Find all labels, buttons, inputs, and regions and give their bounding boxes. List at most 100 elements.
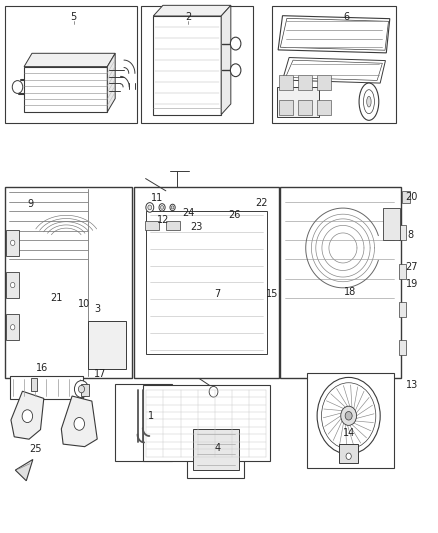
Bar bbox=[298, 75, 312, 90]
Circle shape bbox=[209, 386, 218, 397]
Text: 10: 10 bbox=[78, 299, 90, 309]
Circle shape bbox=[230, 37, 241, 50]
Circle shape bbox=[345, 411, 352, 420]
Polygon shape bbox=[153, 5, 231, 16]
Text: 24: 24 bbox=[182, 208, 194, 218]
Polygon shape bbox=[283, 58, 385, 83]
Circle shape bbox=[146, 203, 154, 212]
Text: 23: 23 bbox=[190, 222, 202, 231]
Polygon shape bbox=[61, 396, 97, 447]
Ellipse shape bbox=[367, 96, 371, 107]
Bar bbox=[383, 208, 400, 240]
Text: 9: 9 bbox=[28, 199, 34, 208]
Text: 20: 20 bbox=[406, 192, 418, 202]
Text: 26: 26 bbox=[229, 211, 241, 220]
Bar bbox=[24, 67, 107, 112]
Text: 3: 3 bbox=[94, 304, 100, 314]
Circle shape bbox=[346, 453, 351, 459]
Bar bbox=[399, 264, 406, 279]
Bar bbox=[399, 341, 406, 356]
Polygon shape bbox=[81, 384, 89, 396]
Bar bbox=[298, 100, 312, 115]
Circle shape bbox=[160, 206, 163, 209]
Text: 12: 12 bbox=[157, 215, 169, 224]
Circle shape bbox=[78, 385, 85, 393]
Circle shape bbox=[171, 206, 174, 209]
Polygon shape bbox=[11, 391, 44, 439]
Polygon shape bbox=[286, 60, 382, 80]
Circle shape bbox=[170, 204, 175, 211]
Circle shape bbox=[321, 383, 376, 449]
Polygon shape bbox=[24, 53, 115, 67]
Bar bbox=[166, 221, 180, 230]
Text: 7: 7 bbox=[214, 289, 220, 299]
Text: 19: 19 bbox=[406, 279, 418, 288]
Bar bbox=[88, 321, 126, 369]
Bar bbox=[145, 221, 159, 230]
Text: 22: 22 bbox=[256, 198, 268, 207]
Text: 6: 6 bbox=[343, 12, 349, 22]
Bar bbox=[153, 16, 221, 115]
Bar bbox=[6, 272, 19, 298]
Circle shape bbox=[11, 325, 15, 330]
Polygon shape bbox=[15, 459, 33, 481]
Circle shape bbox=[11, 240, 15, 246]
Text: 2: 2 bbox=[185, 12, 191, 22]
Bar bbox=[317, 75, 331, 90]
Circle shape bbox=[74, 417, 85, 430]
Text: 18: 18 bbox=[344, 287, 357, 297]
Circle shape bbox=[11, 282, 15, 288]
Polygon shape bbox=[221, 5, 231, 115]
Circle shape bbox=[159, 204, 165, 211]
Bar bbox=[6, 230, 19, 256]
Bar bbox=[339, 444, 358, 463]
Text: 5: 5 bbox=[71, 12, 77, 22]
Text: 1: 1 bbox=[148, 411, 154, 421]
Bar bbox=[134, 187, 279, 378]
Bar bbox=[115, 384, 172, 461]
Polygon shape bbox=[31, 378, 37, 391]
Circle shape bbox=[74, 381, 88, 398]
Text: 4: 4 bbox=[215, 443, 221, 453]
Text: 8: 8 bbox=[408, 230, 414, 239]
Bar bbox=[5, 6, 137, 123]
Text: 11: 11 bbox=[151, 193, 163, 203]
Ellipse shape bbox=[359, 83, 379, 120]
Text: 15: 15 bbox=[266, 289, 279, 299]
Text: 25: 25 bbox=[29, 444, 41, 454]
Circle shape bbox=[22, 410, 32, 423]
Polygon shape bbox=[278, 15, 390, 53]
Polygon shape bbox=[280, 18, 389, 50]
Bar bbox=[193, 429, 239, 470]
Bar bbox=[279, 100, 293, 115]
Circle shape bbox=[12, 80, 23, 93]
Bar bbox=[277, 87, 319, 117]
Bar bbox=[402, 191, 410, 203]
Bar bbox=[399, 225, 406, 240]
Circle shape bbox=[317, 377, 380, 454]
Bar bbox=[146, 211, 267, 354]
Bar bbox=[141, 191, 199, 235]
Bar bbox=[143, 385, 270, 461]
Bar bbox=[279, 75, 293, 90]
Circle shape bbox=[148, 205, 152, 210]
Bar bbox=[141, 6, 253, 123]
Text: 14: 14 bbox=[343, 428, 356, 438]
Bar bbox=[317, 100, 331, 115]
Text: 16: 16 bbox=[35, 363, 48, 373]
Text: 27: 27 bbox=[406, 262, 418, 271]
Polygon shape bbox=[107, 53, 115, 112]
Circle shape bbox=[341, 406, 357, 425]
Bar bbox=[6, 314, 19, 340]
Bar bbox=[5, 187, 132, 378]
Bar bbox=[272, 6, 396, 123]
Bar bbox=[187, 421, 244, 478]
Bar bbox=[280, 187, 401, 378]
Text: 17: 17 bbox=[94, 369, 106, 379]
Text: 21: 21 bbox=[50, 294, 62, 303]
Bar bbox=[399, 302, 406, 317]
Circle shape bbox=[230, 64, 241, 77]
Text: 13: 13 bbox=[406, 380, 418, 390]
Bar bbox=[10, 376, 83, 399]
Ellipse shape bbox=[364, 90, 374, 114]
